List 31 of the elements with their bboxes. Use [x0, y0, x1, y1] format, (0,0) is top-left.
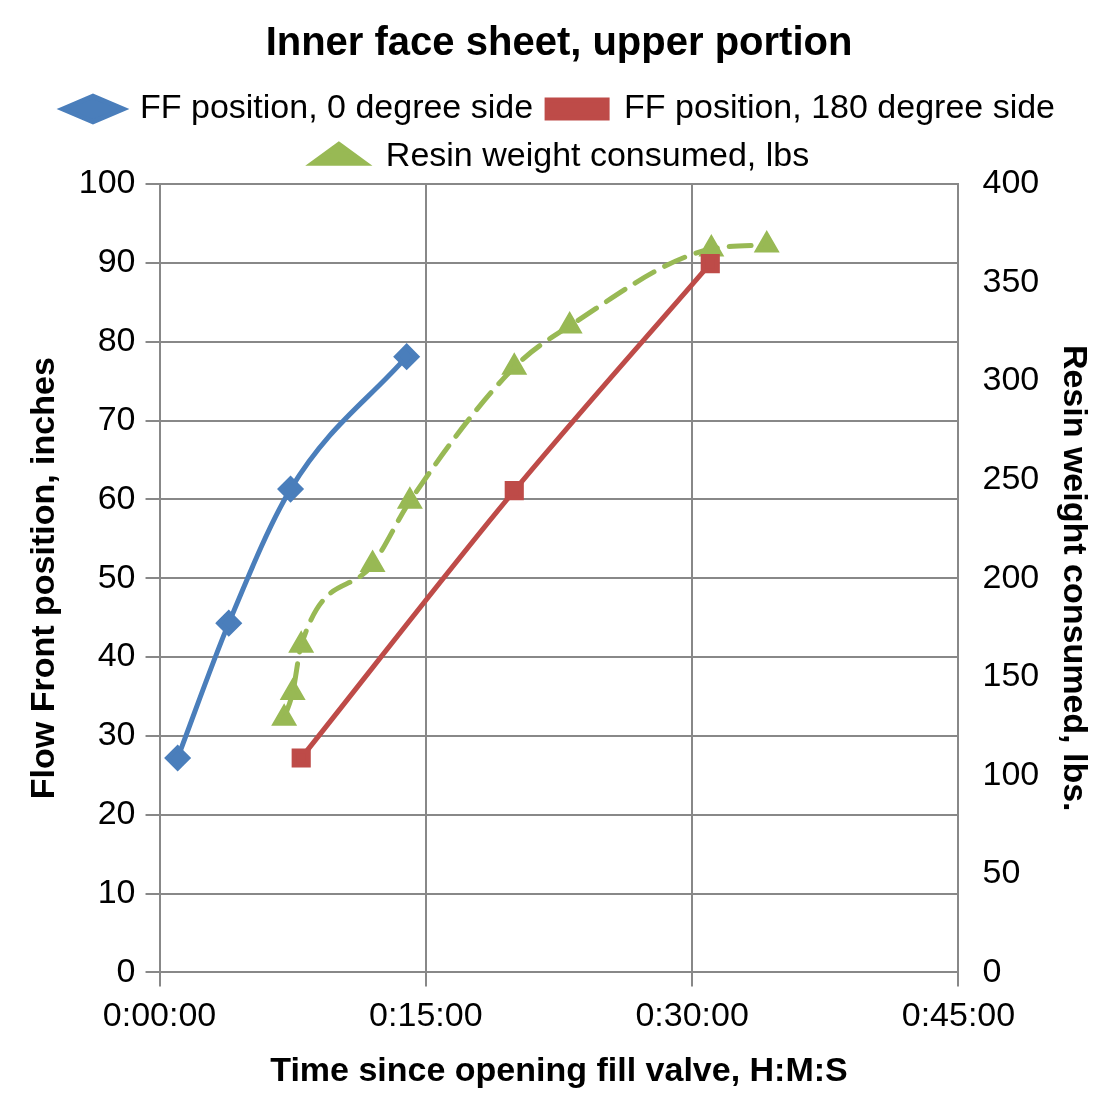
x-tick-label: 0:45:00: [901, 995, 1016, 1034]
chart-title: Inner face sheet, upper portion: [265, 19, 853, 64]
y-tick-label: 100: [78, 162, 136, 201]
y2-tick-label: 250: [982, 458, 1040, 497]
legend-label: Resin weight consumed, lbs: [385, 135, 810, 174]
legend-label: FF position, 180 degree side: [624, 87, 1056, 126]
x-axis-title: Time since opening fill valve, H:M:S: [270, 1049, 848, 1088]
y-tick-label: 80: [97, 320, 136, 359]
y2-tick-label: 50: [982, 852, 1021, 891]
y-tick-label: 0: [116, 950, 136, 989]
x-tick-label: 0:30:00: [635, 995, 749, 1034]
y-tick-label: 30: [97, 714, 136, 753]
y2-tick-label: 350: [982, 260, 1040, 299]
y-tick-label: 70: [97, 398, 136, 437]
x-tick-label: 0:00:00: [102, 995, 217, 1034]
y2-tick-label: 200: [982, 556, 1040, 595]
x-tick-label: 0:15:00: [369, 995, 483, 1034]
y2-tick-label: 0: [982, 950, 1002, 989]
y-tick-label: 10: [97, 871, 136, 910]
y-tick-label: 90: [97, 241, 136, 280]
y2-tick-label: 300: [982, 359, 1040, 398]
legend-label: FF position, 0 degree side: [139, 87, 534, 126]
y2-axis-title: Resin weight consumed, lbs.: [1057, 344, 1096, 812]
y-tick-label: 50: [97, 556, 136, 595]
y-tick-label: 40: [97, 635, 136, 674]
y-tick-label: 60: [97, 477, 136, 516]
y-tick-label: 20: [97, 793, 136, 832]
y2-tick-label: 400: [982, 162, 1040, 201]
y2-tick-label: 100: [982, 753, 1040, 792]
y2-tick-label: 150: [982, 655, 1040, 694]
y-axis-title: Flow Front position, inches: [22, 357, 61, 800]
